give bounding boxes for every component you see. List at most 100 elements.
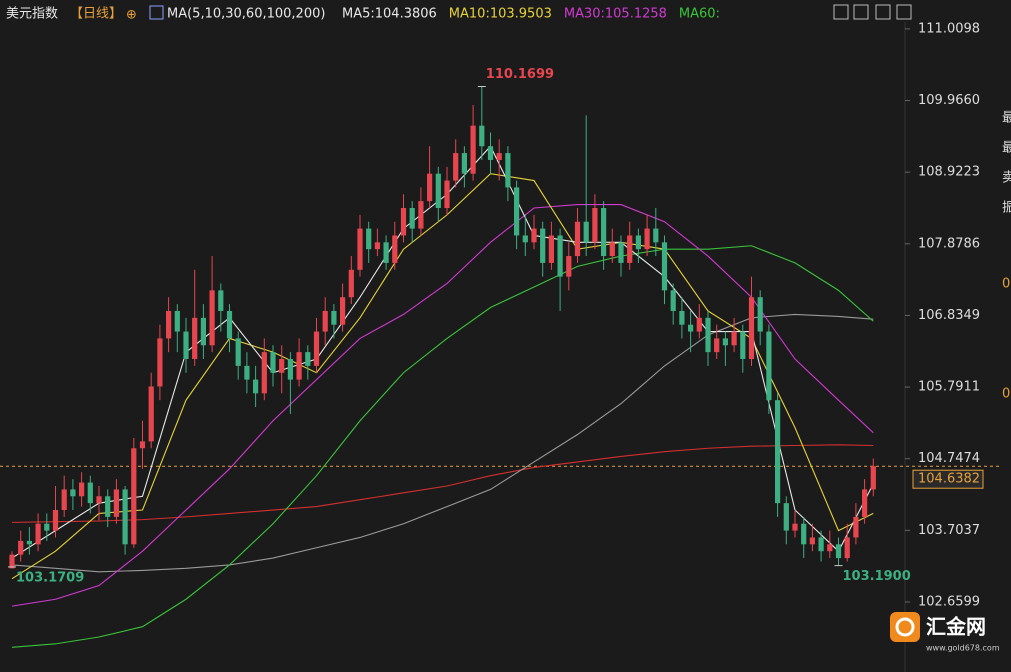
candle-body	[801, 523, 807, 545]
last-price-box	[912, 469, 984, 489]
candle-body	[470, 125, 476, 174]
candle-body	[757, 297, 763, 332]
y-tick-label: 105.7911	[918, 380, 980, 395]
button[interactable]	[853, 4, 869, 20]
period: 【日线】	[70, 7, 122, 22]
candle-body	[540, 228, 546, 263]
ma-params: MA(5,10,30,60,100,200)	[167, 7, 325, 22]
candle-body	[418, 201, 424, 229]
legend-entry: MA30:105.1258	[564, 7, 667, 22]
candle-body	[348, 269, 354, 298]
candle-body	[688, 324, 694, 332]
ma-icon[interactable]	[149, 5, 164, 20]
candle-body	[601, 208, 607, 257]
candle-body	[748, 297, 755, 360]
candle-body	[331, 310, 337, 325]
candle-body	[340, 297, 346, 325]
candle-body	[35, 523, 41, 545]
candle-body	[453, 153, 459, 181]
candle-body	[200, 317, 206, 346]
candle-body	[722, 338, 728, 346]
candle-body	[644, 228, 650, 250]
side-label: 最	[1002, 111, 1011, 126]
candle-body	[261, 352, 267, 394]
candle-body	[322, 310, 328, 332]
legend-entry: MA60:	[679, 7, 720, 22]
y-tick-label: 102.6599	[918, 594, 980, 609]
button[interactable]	[833, 4, 849, 20]
candle-body	[313, 331, 320, 366]
candle-body	[305, 352, 311, 366]
candle-body	[574, 221, 581, 257]
ma-line	[11, 313, 874, 573]
last-price-label: 104.6382	[918, 472, 980, 487]
candle-body	[427, 173, 433, 202]
logo: 汇金网 www.gold678.com	[890, 612, 1000, 653]
y-tick-label: 104.7474	[918, 451, 980, 466]
candle-body	[862, 489, 868, 517]
candle-body	[166, 310, 172, 339]
candle-body	[679, 310, 685, 325]
candle-body	[435, 173, 441, 209]
candle-body	[9, 554, 15, 569]
candle-body	[253, 379, 259, 394]
candle-body	[496, 153, 502, 160]
candle-body	[174, 310, 180, 332]
candle-body	[522, 235, 528, 243]
candle-body	[653, 228, 659, 243]
candle-body	[670, 290, 676, 311]
button[interactable]	[896, 4, 912, 20]
button[interactable]	[875, 4, 891, 20]
candle-body	[296, 352, 302, 380]
side-label: 0	[1002, 277, 1010, 292]
logo-url: www.gold678.com	[926, 644, 1000, 653]
logo-name: 汇金网	[926, 615, 986, 639]
candle-body	[18, 540, 24, 555]
candle-body	[139, 441, 146, 449]
candle-body	[183, 331, 189, 360]
y-tick-label: 111.0098	[918, 21, 980, 36]
candle-body	[366, 228, 372, 250]
candle-body	[705, 317, 711, 353]
candle-body	[44, 523, 50, 531]
candle-body	[383, 242, 389, 263]
candle-body	[696, 317, 702, 332]
candle-body	[244, 365, 250, 380]
candle-body	[818, 537, 824, 552]
candle-body	[192, 317, 198, 360]
candle-body	[609, 242, 615, 257]
side-label: 振	[1002, 201, 1011, 216]
candle-body	[279, 359, 285, 373]
candle-body	[731, 331, 737, 346]
candle-body	[209, 290, 215, 346]
candle-body	[557, 235, 563, 277]
candle-body	[409, 208, 415, 229]
candle-body	[592, 208, 598, 243]
window-buttons	[833, 4, 912, 20]
candle-body	[844, 537, 850, 559]
ma-line	[11, 204, 874, 607]
candle-body	[635, 235, 641, 250]
candle-body	[487, 146, 494, 160]
side-label: 最	[1002, 141, 1011, 156]
candle-body	[461, 153, 467, 174]
candle-body	[26, 540, 32, 545]
candle-body	[61, 489, 67, 511]
candle-body	[479, 125, 485, 147]
candle-body	[583, 221, 589, 243]
side-label: 卖	[1002, 171, 1011, 186]
candle-body	[505, 153, 511, 188]
side-label: 0	[1002, 387, 1010, 402]
y-tick-label: 103.7037	[918, 523, 980, 538]
candle-body	[531, 228, 537, 243]
candle-body	[96, 496, 102, 504]
candle-body	[392, 235, 398, 263]
candle-body	[70, 489, 76, 497]
add-icon[interactable]: ⊕	[126, 8, 137, 23]
legend-entry: MA5:104.3806	[342, 7, 437, 22]
candle-body	[157, 338, 163, 387]
candle-body	[357, 228, 363, 270]
candle-body	[52, 510, 59, 531]
candle-body	[400, 208, 407, 236]
